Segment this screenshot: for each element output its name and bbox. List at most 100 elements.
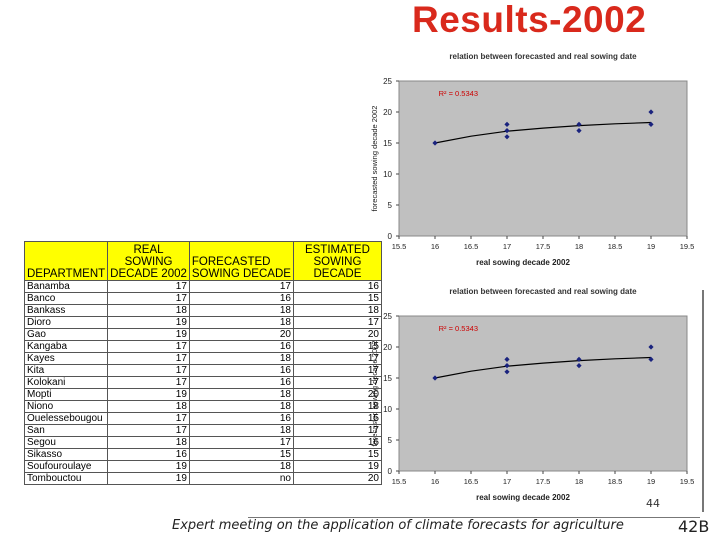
scatter-chart-top: relation between forecasted and real sow…: [358, 47, 698, 272]
x-tick-label: 19.5: [680, 242, 695, 251]
table-row: Ouelessebougou 17 16 15: [23, 412, 382, 425]
cell-value: 19: [292, 460, 382, 473]
x-tick-label: 18.5: [608, 242, 623, 251]
chart-title: relation between forecasted and real sow…: [449, 287, 637, 296]
cell-value: 17: [292, 352, 382, 365]
footer-text: Expert meeting on the application of cli…: [172, 518, 624, 533]
x-tick-label: 15.5: [392, 242, 407, 251]
x-tick-label: 15.5: [392, 477, 407, 486]
cell-department: San: [23, 424, 109, 437]
y-tick-label: 15: [383, 139, 392, 148]
table-row: Kita 17 16 17: [23, 364, 382, 377]
y-tick-label: 20: [383, 108, 392, 117]
cell-department: Bankass: [23, 304, 109, 317]
data-point: [432, 140, 438, 146]
data-point: [504, 121, 510, 127]
table-row: Banamba 17 17 16: [23, 280, 382, 293]
header-forecasted-line1: FORECASTED: [191, 256, 271, 268]
x-tick-label: 16.5: [464, 242, 479, 251]
cell-value: 15: [292, 448, 382, 461]
slide-title: Results-2002: [412, 0, 647, 40]
data-point: [504, 363, 510, 369]
r-squared-annotation: R² = 0.5343: [439, 89, 478, 98]
cell-value: 17: [292, 364, 382, 377]
cell-department: Banco: [23, 292, 109, 305]
table-header-row: DEPARTMENT REAL SOWING DECADE 2002 FOREC…: [23, 241, 382, 281]
cell-value: 16: [188, 340, 294, 353]
table-row: San 17 18 17: [23, 424, 382, 437]
x-tick-label: 16.5: [464, 477, 479, 486]
y-tick-label: 5: [388, 201, 393, 210]
footer-divider: [248, 517, 700, 518]
cell-value: 17: [107, 412, 190, 425]
x-tick-label: 19.5: [680, 477, 695, 486]
chart-title: relation between forecasted and real sow…: [449, 52, 637, 61]
table-row: Tombouctou 19 no 20: [23, 472, 382, 485]
table-row: Dioro 19 18 17: [23, 316, 382, 329]
header-estimated: ESTIMATED SOWING DECADE: [292, 241, 382, 281]
cell-value: 16: [188, 292, 294, 305]
table-row: Kolokani 17 16 17: [23, 376, 382, 389]
cell-department: Ouelessebougou: [23, 412, 109, 425]
data-point: [504, 134, 510, 140]
y-tick-label: 20: [383, 343, 392, 352]
cell-value: 15: [188, 448, 294, 461]
cell-department: Mopti: [23, 388, 109, 401]
cell-value: 16: [188, 364, 294, 377]
data-point: [648, 109, 654, 115]
table-row: Segou 18 17 16: [23, 436, 382, 449]
cell-value: no: [188, 472, 294, 485]
y-tick-label: 25: [383, 312, 392, 321]
cell-value: 17: [292, 316, 382, 329]
cell-value: 17: [107, 292, 190, 305]
table-row: Bankass 18 18 18: [23, 304, 382, 317]
data-point: [432, 375, 438, 381]
cell-department: Tombouctou: [23, 472, 109, 485]
cell-value: 18: [107, 304, 190, 317]
table-row: Niono 18 18 18: [23, 400, 382, 413]
header-real-line3: DECADE 2002: [110, 268, 187, 280]
header-estimated-line2: SOWING: [313, 256, 362, 268]
sowing-decade-table: DEPARTMENT REAL SOWING DECADE 2002 FOREC…: [23, 241, 382, 485]
cell-value: 18: [188, 388, 294, 401]
y-tick-label: 0: [388, 467, 393, 476]
cell-value: 19: [107, 388, 190, 401]
cell-department: Sikasso: [23, 448, 109, 461]
table-row: Banco 17 16 15: [23, 292, 382, 305]
header-estimated-line3: DECADE: [313, 268, 362, 280]
cell-department: Niono: [23, 400, 109, 413]
x-tick-label: 18.5: [608, 477, 623, 486]
cell-department: Kayes: [23, 352, 109, 365]
cell-value: 17: [107, 352, 190, 365]
data-point: [504, 356, 510, 362]
x-tick-label: 19: [647, 477, 655, 486]
cell-value: 19: [107, 472, 190, 485]
data-point: [576, 121, 582, 127]
cell-value: 16: [188, 412, 294, 425]
table-row: Mopti 19 18 20: [23, 388, 382, 401]
header-real-line1: REAL: [133, 244, 164, 256]
cell-value: 19: [107, 316, 190, 329]
cell-value: 15: [292, 340, 382, 353]
trendline: [434, 356, 652, 379]
cell-value: 17: [107, 280, 190, 293]
table-row: Gao 19 20 20: [23, 328, 382, 341]
cell-value: 17: [292, 376, 382, 389]
y-tick-label: 5: [388, 436, 393, 445]
table-body: Banamba 17 17 16 Banco 17 16 15 Bankass 18 18 18 Dio…: [23, 280, 382, 485]
cell-value: 18: [292, 400, 382, 413]
cell-value: 18: [107, 400, 190, 413]
y-tick-label: 0: [388, 232, 393, 241]
slide-code: 42B: [678, 517, 710, 536]
x-tick-label: 16: [431, 477, 439, 486]
cell-value: 18: [188, 352, 294, 365]
data-point: [504, 369, 510, 375]
cell-value: 17: [107, 424, 190, 437]
header-real-line2: SOWING: [124, 256, 173, 268]
cell-value: 18: [107, 436, 190, 449]
cell-value: 17: [188, 280, 294, 293]
cell-value: 19: [107, 328, 190, 341]
x-tick-label: 19: [647, 242, 655, 251]
cell-value: 18: [188, 316, 294, 329]
cell-department: Segou: [23, 436, 109, 449]
